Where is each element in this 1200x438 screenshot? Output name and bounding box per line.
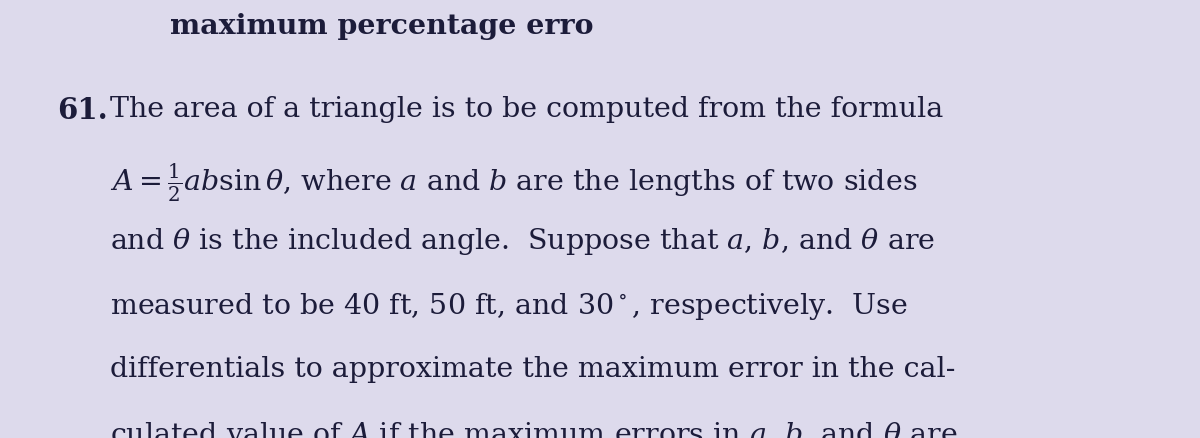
Text: differentials to approximate the maximum error in the cal-: differentials to approximate the maximum…	[110, 356, 955, 383]
Text: and $\theta$ is the included angle.  Suppose that $a$, $b$, and $\theta$ are: and $\theta$ is the included angle. Supp…	[110, 226, 936, 257]
Text: culated value of $A$ if the maximum errors in $a$, $b$, and $\theta$ are: culated value of $A$ if the maximum erro…	[110, 420, 958, 438]
Text: The area of a triangle is to be computed from the formula: The area of a triangle is to be computed…	[110, 96, 943, 124]
Text: 61.: 61.	[58, 96, 108, 125]
Text: measured to be 40 ft, 50 ft, and 30$^\circ$, respectively.  Use: measured to be 40 ft, 50 ft, and 30$^\ci…	[110, 291, 908, 322]
Text: maximum percentage erro: maximum percentage erro	[170, 13, 594, 40]
Text: $A = \frac{1}{2}ab\sin\theta$, where $a$ and $b$ are the lengths of two sides: $A = \frac{1}{2}ab\sin\theta$, where $a$…	[110, 161, 918, 204]
